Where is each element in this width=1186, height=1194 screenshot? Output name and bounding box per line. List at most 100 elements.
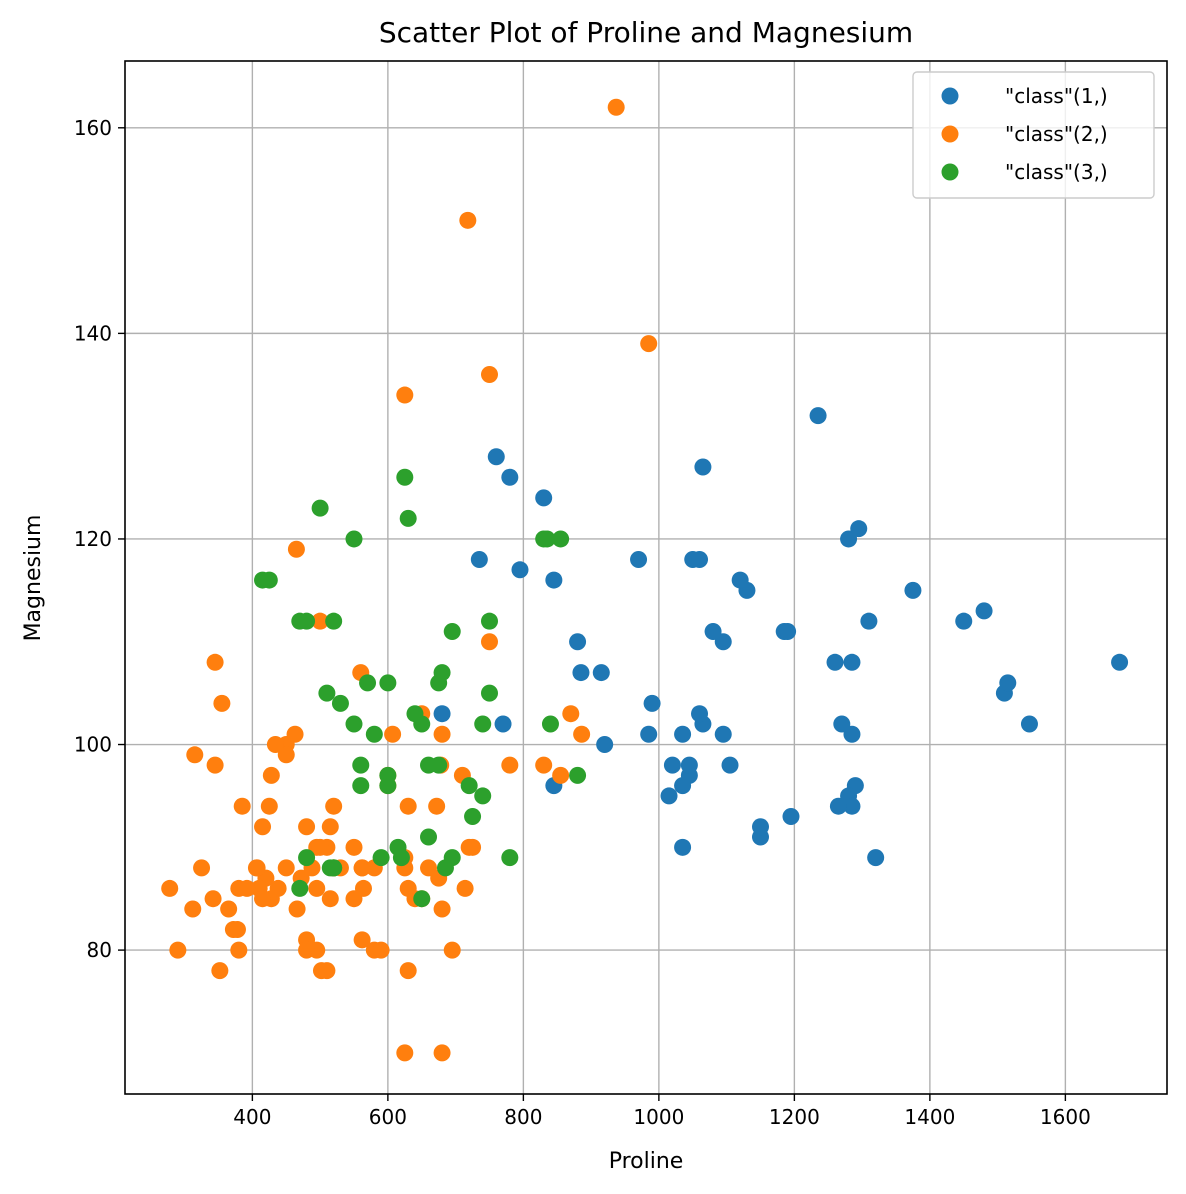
- x-tick-label: 400: [233, 1105, 271, 1129]
- data-point: [352, 777, 370, 795]
- data-point: [228, 921, 246, 939]
- data-point: [640, 725, 658, 743]
- data-point: [372, 849, 390, 867]
- data-point: [389, 838, 407, 856]
- data-point: [607, 98, 625, 116]
- data-point: [384, 725, 402, 743]
- data-point: [262, 766, 280, 784]
- data-point: [206, 653, 224, 671]
- data-point: [474, 787, 492, 805]
- data-point: [399, 797, 417, 815]
- data-point: [545, 571, 563, 589]
- data-point: [345, 715, 363, 733]
- data-point: [345, 890, 363, 908]
- y-axis-label: Magnesium: [21, 515, 46, 642]
- legend-label: "class"(2,): [1005, 122, 1108, 146]
- data-point: [230, 941, 248, 959]
- data-point: [596, 736, 614, 754]
- data-point: [353, 931, 371, 949]
- data-point: [291, 879, 309, 897]
- data-point: [552, 766, 570, 784]
- data-point: [480, 684, 498, 702]
- data-point: [318, 684, 336, 702]
- legend-label: "class"(3,): [1005, 160, 1108, 184]
- data-point: [470, 551, 488, 569]
- data-point: [345, 530, 363, 548]
- data-point: [220, 900, 238, 918]
- data-points: [161, 98, 1129, 1062]
- x-tick-label: 800: [504, 1105, 542, 1129]
- data-point: [630, 551, 648, 569]
- data-point: [456, 879, 474, 897]
- data-point: [511, 561, 529, 579]
- data-point: [569, 766, 587, 784]
- data-point: [704, 622, 722, 640]
- data-point: [287, 540, 305, 558]
- x-axis-ticks: 400 600 800 1000 1200 1400 1600: [233, 1094, 1091, 1129]
- data-point: [325, 612, 343, 630]
- data-point: [379, 777, 397, 795]
- data-point: [298, 818, 316, 836]
- data-point: [569, 633, 587, 651]
- data-point: [352, 756, 370, 774]
- data-point: [714, 725, 732, 743]
- data-point: [206, 756, 224, 774]
- data-point: [288, 900, 306, 918]
- data-point: [721, 756, 739, 774]
- legend: "class"(1,) "class"(2,) "class"(3,): [912, 71, 1155, 199]
- y-tick-label: 140: [74, 321, 112, 345]
- data-point: [459, 211, 477, 229]
- data-point: [501, 849, 519, 867]
- data-point: [694, 458, 712, 476]
- data-point: [782, 807, 800, 825]
- data-point: [643, 694, 661, 712]
- data-point: [904, 581, 922, 599]
- data-point: [169, 941, 187, 959]
- data-point: [413, 890, 431, 908]
- data-point: [535, 489, 553, 507]
- data-point: [433, 900, 451, 918]
- data-point: [266, 736, 284, 754]
- data-point: [420, 756, 438, 774]
- data-point: [211, 962, 229, 980]
- x-tick-label: 1400: [904, 1105, 955, 1129]
- data-point: [999, 674, 1017, 692]
- data-point: [254, 890, 272, 908]
- data-point: [353, 859, 371, 877]
- data-point: [311, 612, 329, 630]
- series-3: [254, 468, 587, 908]
- data-point: [161, 879, 179, 897]
- data-point: [331, 694, 349, 712]
- legend-box: [912, 71, 1155, 199]
- data-point: [184, 900, 202, 918]
- y-tick-label: 120: [74, 527, 112, 551]
- data-point: [433, 705, 451, 723]
- data-point: [751, 818, 769, 836]
- data-point: [860, 612, 878, 630]
- data-point: [248, 859, 266, 877]
- data-point: [433, 1044, 451, 1062]
- x-tick-label: 1600: [1040, 1105, 1091, 1129]
- data-point: [829, 797, 847, 815]
- data-point: [396, 1044, 414, 1062]
- data-point: [269, 879, 287, 897]
- data-point: [562, 705, 580, 723]
- data-point: [420, 828, 438, 846]
- data-point: [277, 746, 295, 764]
- data-point: [396, 468, 414, 486]
- legend-marker: [941, 125, 959, 143]
- data-point: [663, 756, 681, 774]
- data-point: [365, 725, 383, 743]
- data-point: [233, 797, 251, 815]
- data-point: [691, 551, 709, 569]
- data-point: [436, 859, 454, 877]
- data-point: [826, 653, 844, 671]
- data-point: [325, 797, 343, 815]
- data-point: [660, 787, 678, 805]
- data-point: [572, 664, 590, 682]
- legend-marker: [941, 163, 959, 181]
- data-point: [443, 941, 461, 959]
- data-point: [480, 633, 498, 651]
- data-point: [277, 859, 295, 877]
